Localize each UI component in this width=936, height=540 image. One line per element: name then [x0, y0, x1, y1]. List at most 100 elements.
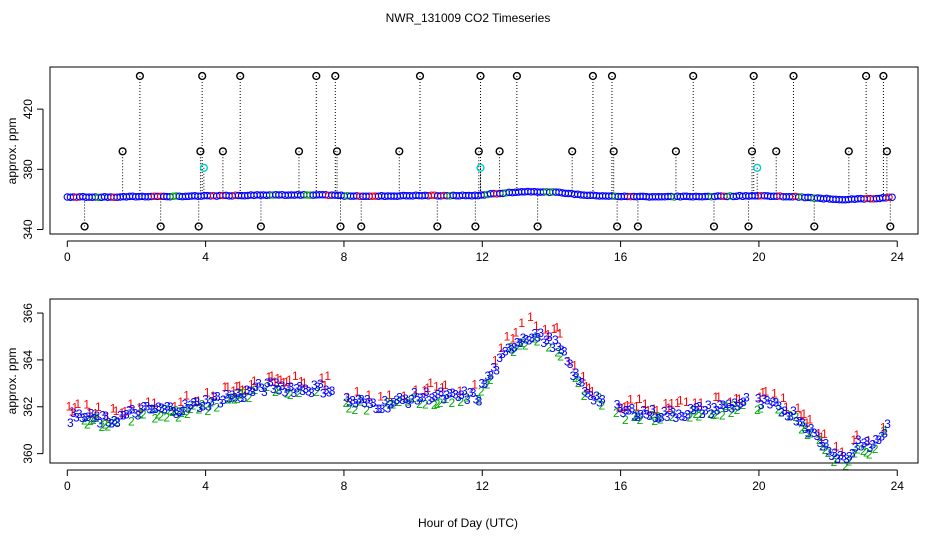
bottom-series-2-point: 2 [866, 447, 873, 461]
bottom-series-1-point: 1 [636, 392, 643, 406]
bottom-series-3-point: 3 [714, 404, 721, 418]
bottom-series-3-point: 3 [191, 396, 198, 410]
bottom-series-3-point: 3 [396, 391, 403, 405]
bottom-series-3-point: 3 [517, 336, 524, 350]
bottom-series-1-point: 1 [801, 407, 808, 421]
bottom-series-2-point: 2 [631, 410, 638, 424]
bottom-series-3-point: 3 [728, 402, 735, 416]
bottom-series-2-point: 2 [108, 417, 115, 431]
bottom-series-1-point: 1 [292, 369, 299, 383]
bottom-x-tick-label: 8 [341, 479, 348, 493]
bottom-series-1-point: 1 [583, 379, 590, 393]
bottom-series-3-point: 3 [152, 402, 159, 416]
bottom-series-2-point: 2 [172, 403, 179, 417]
bottom-series-3-point: 3 [529, 331, 536, 345]
bottom-series-3-point: 3 [273, 376, 280, 390]
bottom-series-3-point: 3 [711, 400, 718, 414]
bottom-series-3-point: 3 [667, 403, 674, 417]
bottom-series-1-point: 1 [683, 395, 690, 409]
bottom-series-3-point: 3 [346, 396, 353, 410]
bottom-series-3-point: 3 [567, 357, 574, 371]
bottom-series-2-point: 2 [595, 391, 602, 405]
top-outlier-points [80, 71, 895, 231]
bottom-series-3-point: 3 [82, 410, 89, 424]
bottom-series-1-point: 1 [542, 322, 549, 336]
bottom-series-1-point: 1 [498, 341, 505, 355]
bottom-series-2-point: 2 [484, 378, 491, 392]
bottom-series-1-point: 1 [677, 393, 684, 407]
bottom-series-3-point: 3 [867, 441, 874, 455]
bottom-series-3-point: 3 [385, 402, 392, 416]
bottom-series-3-point: 3 [487, 368, 494, 382]
bottom-series-3-point: 3 [276, 383, 283, 397]
bottom-series-2-point: 2 [787, 409, 794, 423]
bottom-series-3-point: 3 [132, 406, 139, 420]
bottom-series-3-point: 3 [655, 412, 662, 426]
bottom-series-3-point: 3 [511, 341, 518, 355]
bottom-series-3-point: 3 [355, 392, 362, 406]
bottom-series-1-point: 1 [236, 379, 243, 393]
bottom-series-3-point: 3 [687, 402, 694, 416]
bottom-x-tick-label: 16 [614, 479, 628, 493]
bottom-series-3-point: 3 [382, 394, 389, 408]
bottom-series-2-point: 2 [734, 403, 741, 417]
bottom-series-1-point: 1 [762, 385, 769, 399]
bottom-series-2-point: 2 [669, 410, 676, 424]
bottom-series-3-point: 3 [170, 405, 177, 419]
bottom-series-2-point: 2 [187, 402, 194, 416]
x-axis-label: Hour of Day (UTC) [418, 516, 518, 530]
top-x-tick-label: 12 [476, 250, 490, 264]
bottom-series-1-point: 1 [345, 391, 352, 405]
bottom-series-1-point: 1 [783, 400, 790, 414]
bottom-series-3-point: 3 [775, 399, 782, 413]
bottom-series-1-point: 1 [283, 375, 290, 389]
bottom-series-3-point: 3 [817, 436, 824, 450]
bottom-series-2-point: 2 [199, 398, 206, 412]
top-outlier-point [331, 71, 340, 81]
top-outlier-point [709, 222, 719, 231]
top-outlier-point [256, 222, 266, 231]
bottom-series-3-point: 3 [561, 345, 568, 359]
bottom-series-3-point: 3 [520, 331, 527, 345]
bottom-series-3-point: 3 [405, 397, 412, 411]
bottom-series-3-point: 3 [584, 387, 591, 401]
bottom-series-3-point: 3 [543, 333, 550, 347]
bottom-series-3-point: 3 [549, 341, 556, 355]
bottom-series-3-point: 3 [825, 445, 832, 459]
bottom-series-3-point: 3 [649, 402, 656, 416]
bottom-series-1-point: 1 [354, 384, 361, 398]
top-outlier-point [810, 222, 819, 231]
bottom-series-1-point: 1 [277, 373, 284, 387]
top-outlier-point [789, 71, 798, 81]
bottom-series-3-point: 3 [614, 397, 621, 411]
bottom-series-3-point: 3 [490, 361, 497, 375]
bottom-series-1-point: 1 [551, 322, 558, 336]
bottom-series-2-point: 2 [845, 455, 852, 469]
bottom-series-1-point: 1 [104, 410, 111, 424]
bottom-series-3-point: 3 [696, 399, 703, 413]
bottom-series-3-point: 3 [467, 386, 474, 400]
bottom-series-3-point: 3 [420, 390, 427, 404]
top-outlier-point [747, 147, 757, 156]
bottom-series-1-point: 1 [92, 406, 99, 420]
bottom-series-3-point: 3 [232, 390, 239, 404]
bottom-series-1-point: 1 [618, 402, 625, 416]
bottom-series-3-point: 3 [805, 427, 812, 441]
bottom-series-3-point: 3 [870, 438, 877, 452]
bottom-series-3-point: 3 [229, 388, 236, 402]
bottom-series-2-point: 2 [351, 403, 358, 417]
bottom-series-3-point: 3 [282, 385, 289, 399]
bottom-series-3-point: 3 [822, 437, 829, 451]
bottom-series-3-point: 3 [223, 388, 230, 402]
bottom-series-2-point: 2 [90, 413, 97, 427]
top-main-point [885, 193, 893, 202]
bottom-series-3-point: 3 [690, 403, 697, 417]
bottom-series-2-point: 2 [434, 397, 441, 411]
bottom-series-1-point: 1 [880, 421, 887, 435]
bottom-series-1-point: 1 [674, 396, 681, 410]
bottom-series-3-point: 3 [305, 385, 312, 399]
top-outlier-point [357, 222, 366, 231]
bottom-series-3-point: 3 [202, 393, 209, 407]
bottom-series-3-point: 3 [196, 401, 203, 415]
